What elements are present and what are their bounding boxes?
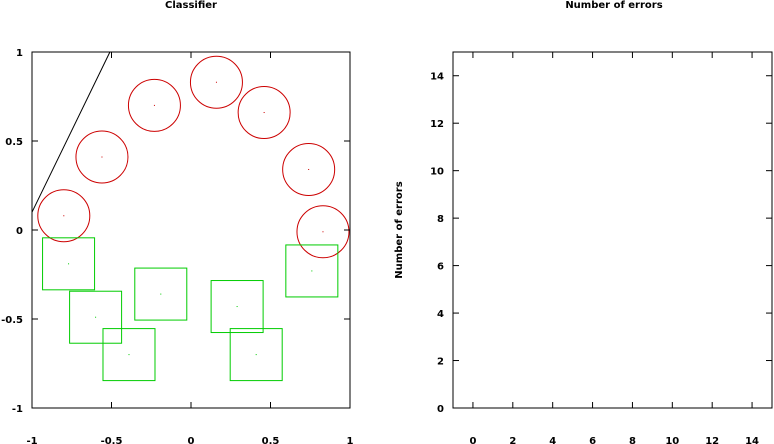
square-center-dot <box>128 354 130 356</box>
circle-marker <box>296 205 350 259</box>
circle-center-dot <box>308 168 310 170</box>
square-center-dot <box>95 316 97 318</box>
circle-marker <box>282 142 336 196</box>
errors-x-tick-label: 10 <box>665 436 679 444</box>
square-marker <box>210 280 264 334</box>
errors-plot-frame <box>452 51 773 409</box>
classifier-x-tick-label: 0 <box>188 436 195 444</box>
circle-marker <box>127 78 181 132</box>
circle-center-dot <box>153 104 155 106</box>
classifier-y-tick-label: 0 <box>16 226 23 237</box>
classifier-x-tick-label: -0.5 <box>101 436 123 444</box>
errors-y-tick-label: 10 <box>430 167 444 178</box>
errors-x-tick-label: 8 <box>629 436 636 444</box>
errors-y-axis-label: Number of errors <box>394 181 405 278</box>
square-marker <box>69 290 123 344</box>
classifier-y-tick-label: 1 <box>16 48 23 59</box>
circle-marker <box>75 130 129 184</box>
errors-title: Number of errors <box>565 0 662 11</box>
square-center-dot <box>311 270 313 272</box>
errors-x-tick-label: 12 <box>705 436 719 444</box>
square-center-dot <box>236 306 238 308</box>
circle-center-dot <box>263 112 265 114</box>
circle-center-dot <box>63 215 65 217</box>
square-marker <box>102 328 156 382</box>
errors-y-tick-label: 12 <box>430 119 444 130</box>
classifier-y-tick-label: 0.5 <box>5 137 23 148</box>
errors-x-tick-label: 4 <box>549 436 556 444</box>
errors-x-tick-label: 0 <box>469 436 476 444</box>
errors-x-tick-label: 14 <box>745 436 759 444</box>
circle-marker <box>189 55 243 109</box>
circle-marker <box>237 86 291 140</box>
square-marker <box>42 237 96 291</box>
square-marker <box>229 328 283 382</box>
errors-chart: Number of errors Number of errors 0 2 4 6 8 1… <box>394 0 773 444</box>
errors-y-tick-label: 4 <box>437 309 444 320</box>
decision-boundary-line <box>31 51 111 213</box>
classifier-plot-frame <box>31 51 351 409</box>
square-center-dot <box>160 293 162 295</box>
classifier-y-tick-label: -0.5 <box>1 315 23 326</box>
square-marker <box>285 244 339 298</box>
classifier-marks <box>31 51 350 382</box>
circle-center-dot <box>322 231 324 233</box>
circle-center-dot <box>215 81 217 83</box>
errors-ticks: 0 2 4 6 8 10 12 14 0 2 4 6 8 10 12 14 <box>430 52 772 444</box>
errors-y-tick-label: 2 <box>437 357 444 368</box>
classifier-x-tick-label: 0.5 <box>262 436 280 444</box>
square-center-dot <box>68 263 70 265</box>
errors-x-tick-label: 6 <box>589 436 596 444</box>
errors-y-tick-label: 8 <box>437 214 444 225</box>
classifier-x-tick-label: 1 <box>347 436 354 444</box>
square-center-dot <box>255 354 257 356</box>
classifier-y-tick-label: -1 <box>12 404 23 415</box>
circle-center-dot <box>101 156 103 158</box>
classifier-title: Classifier <box>165 0 217 11</box>
classifier-chart: Classifier -1 -0.5 0 0.5 1 -1 -0.5 0 0.5 1 <box>1 0 353 444</box>
errors-x-tick-label: 2 <box>509 436 516 444</box>
circle-marker <box>37 189 91 243</box>
errors-y-tick-label: 6 <box>437 262 444 273</box>
classifier-x-tick-label: -1 <box>26 436 37 444</box>
errors-y-tick-label: 0 <box>437 404 444 415</box>
square-marker <box>134 267 188 321</box>
classifier-ticks: -1 -0.5 0 0.5 1 -1 -0.5 0 0.5 1 <box>1 48 353 444</box>
errors-y-tick-label: 14 <box>430 72 444 83</box>
